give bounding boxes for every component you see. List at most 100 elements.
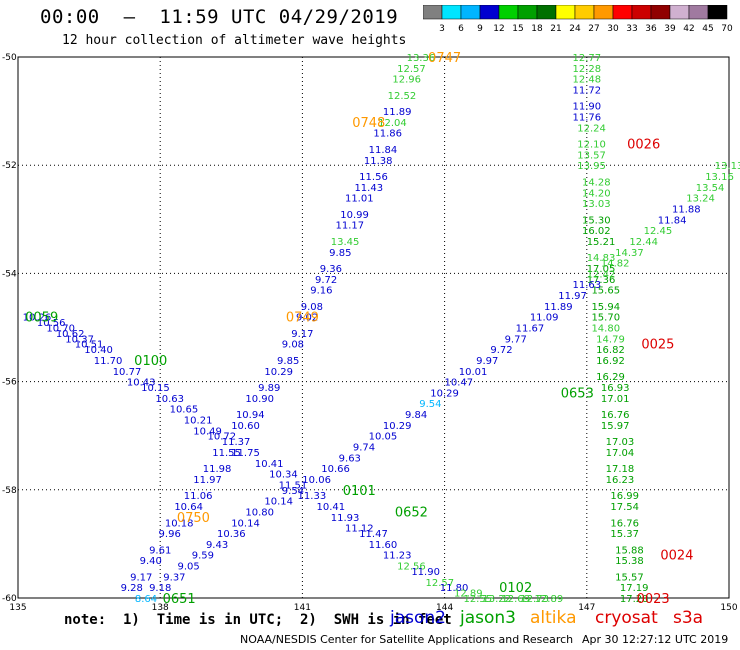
pass-time-label: 0024 — [660, 549, 693, 564]
y-tick-label: -56 — [2, 378, 17, 388]
wave-height-label: 15.21 — [587, 237, 616, 248]
colorbar-label: 36 — [645, 24, 657, 34]
wave-height-label: 11.23 — [383, 551, 412, 562]
wave-height-label: 9.36 — [320, 264, 342, 275]
wave-height-label: 13.54 — [696, 183, 725, 194]
wave-height-label: 10.05 — [369, 432, 398, 443]
colorbar-label: 21 — [550, 24, 561, 34]
colorbar-label: 39 — [664, 24, 676, 34]
wave-height-label: 10.15 — [141, 383, 170, 394]
wave-height-label: 11.76 — [572, 113, 601, 124]
wave-height-label: 16.23 — [606, 475, 635, 486]
footer-note: note: 1) Time is in UTC; 2) SWH is in fe… — [64, 612, 452, 628]
wave-height-label: 11.17 — [335, 221, 364, 232]
wave-height-label: 9.16 — [310, 286, 332, 297]
wave-height-label: 14.79 — [596, 334, 625, 345]
legend-altika: altika — [530, 608, 577, 628]
wave-height-label: 10.41 — [317, 502, 346, 513]
map-subtitle: 12 hour collection of altimeter wave hei… — [62, 33, 407, 48]
wave-height-label: 10.99 — [340, 210, 369, 221]
wave-height-label: 16.76 — [610, 518, 639, 529]
wave-height-label: 14.20 — [582, 188, 611, 199]
wave-height-label: 10.26 — [23, 313, 52, 324]
wave-height-label: 17.28 — [620, 594, 649, 605]
credit-text: NOAA/NESDIS Center for Satellite Applica… — [240, 633, 574, 646]
wave-height-label: 12.52 — [388, 91, 417, 102]
wave-height-label: 9.77 — [505, 334, 527, 345]
wave-height-label: 15.65 — [591, 286, 620, 297]
colorbar-label: 6 — [458, 24, 464, 34]
wave-height-label: 12.04 — [378, 118, 407, 129]
pass-time-label: 0651 — [163, 592, 196, 607]
colorbar-label: 27 — [588, 24, 599, 34]
wave-height-label: 9.43 — [206, 540, 228, 551]
wave-height-label: 12.89 — [454, 589, 483, 600]
pass-time-label: 0653 — [561, 386, 594, 401]
wave-height-label: 11.88 — [672, 204, 701, 215]
wave-height-label: 9.18 — [149, 583, 171, 594]
wave-height-label: 10.18 — [165, 518, 194, 529]
pass-time-label: 0025 — [641, 338, 674, 353]
wave-height-label: 10.29 — [383, 421, 412, 432]
legend-jason2: jason2 — [390, 608, 446, 628]
colorbar-label: 30 — [607, 24, 619, 34]
pass-time-label: 0748 — [352, 116, 385, 131]
pass-time-label: 0023 — [637, 592, 670, 607]
wave-height-label: 11.90 — [411, 567, 440, 578]
y-tick-label: -60 — [2, 594, 17, 604]
wave-height-label: 12.77 — [572, 53, 601, 64]
wave-height-label: 17.03 — [606, 437, 635, 448]
colorbar-label: 33 — [626, 24, 637, 34]
wave-height-label: 17.05 — [587, 264, 616, 275]
colorbar-swatch — [707, 5, 728, 20]
wave-height-label: 11.63 — [572, 280, 601, 291]
wave-height-label: 17.54 — [610, 502, 639, 513]
wave-height-label: 9.28 — [121, 583, 143, 594]
wave-height-label: 12.24 — [577, 123, 606, 134]
wave-height-label: 14.83 — [587, 253, 616, 264]
wave-height-label: 14.28 — [582, 177, 611, 188]
colorbar-label: 42 — [683, 24, 694, 34]
wave-height-label: 13.03 — [582, 199, 611, 210]
wave-height-label: 14.82 — [601, 259, 630, 270]
wave-height-label: 10.51 — [75, 340, 104, 351]
wave-height-label: 9.85 — [329, 248, 351, 259]
wave-height-label: 10.60 — [231, 421, 260, 432]
wave-height-label: 11.06 — [184, 491, 213, 502]
pass-time-label: 0652 — [395, 505, 428, 520]
wave-height-label: 16.29 — [596, 372, 625, 383]
wave-height-label: 11.43 — [354, 183, 383, 194]
wave-height-label: 17.36 — [587, 275, 616, 286]
wave-height-label: 9.84 — [405, 410, 427, 421]
colorbar-label: 18 — [531, 24, 543, 34]
wave-height-label: 11.86 — [373, 129, 402, 140]
wave-height-label: 16.92 — [596, 356, 625, 367]
wave-height-label: 9.85 — [277, 356, 299, 367]
wave-height-label: 9.59 — [192, 551, 214, 562]
wave-height-label: 9.63 — [339, 453, 361, 464]
generated-timestamp: Apr 30 12:27:12 UTC 2019 — [582, 633, 729, 646]
wave-height-label: 11.80 — [440, 583, 469, 594]
wave-height-label: 12.48 — [572, 75, 601, 86]
legend-s3a: s3a — [673, 608, 704, 628]
pass-time-label: 0750 — [177, 511, 210, 526]
wave-height-label: 11.09 — [530, 313, 559, 324]
wave-height-label: 9.96 — [159, 529, 181, 540]
wave-height-label: 10.56 — [37, 318, 66, 329]
wave-height-label: 11.55 — [212, 448, 241, 459]
wave-height-label: 16.02 — [582, 226, 611, 237]
wave-height-label: 13.45 — [331, 237, 360, 248]
wave-height-label: 11.70 — [94, 356, 123, 367]
wave-height-label: 15.57 — [615, 572, 644, 583]
wave-height-label: 15.70 — [591, 313, 620, 324]
wave-height-label: 11.51 — [279, 480, 308, 491]
wave-height-label: 13.16 — [705, 172, 734, 183]
wave-height-label: 10.47 — [444, 378, 473, 389]
wave-height-label: 12.28 — [572, 64, 601, 75]
wave-height-label: 10.72 — [207, 432, 236, 443]
legend-jason3: jason3 — [460, 608, 516, 628]
wave-height-label: 15.38 — [615, 556, 644, 567]
pass-time-label: 0026 — [627, 138, 660, 153]
wave-height-label: 12.96 — [392, 75, 421, 86]
